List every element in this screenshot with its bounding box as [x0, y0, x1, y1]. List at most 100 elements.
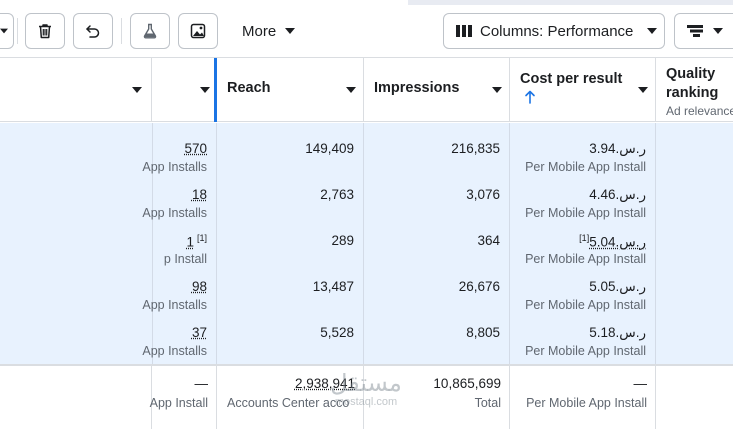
- totals-cost-sub: Per Mobile App Install: [526, 396, 647, 410]
- columns-icon: [456, 24, 472, 38]
- undo-button[interactable]: [73, 13, 113, 49]
- top-strip: [408, 0, 733, 5]
- reach-cell: 149,409: [217, 128, 363, 174]
- impressions-cell: 216,835: [364, 128, 509, 174]
- results-cell: 18 App Installs: [152, 174, 216, 220]
- table-row[interactable]: 37 App Installs 5,528 8,805 ر.س.5.18 Per…: [0, 312, 733, 358]
- cost-cell: ر.س.4.46 Per Mobile App Install: [510, 174, 655, 220]
- reach-value: 13,487: [313, 279, 354, 294]
- chevron-down-icon: [647, 28, 657, 34]
- column-header-cost-label: Cost per result: [520, 71, 622, 87]
- totals-results-cell: — App Install: [152, 366, 217, 429]
- cost-value: ر.س.3.94: [589, 141, 646, 157]
- reach-cell: 5,528: [217, 312, 363, 358]
- reach-value: 289: [331, 233, 354, 248]
- impressions-value: 3,076: [466, 187, 500, 202]
- chevron-down-icon[interactable]: [132, 87, 142, 93]
- toolbar: More Columns: Performance: [0, 0, 733, 58]
- columns-label: Columns: Performance: [480, 23, 633, 40]
- more-label: More: [242, 23, 276, 40]
- cost-value: ر.س.5.18: [589, 325, 646, 341]
- chevron-down-icon[interactable]: [638, 87, 648, 93]
- undo-icon: [84, 22, 102, 40]
- watermark: مستقل mostaql.com: [316, 370, 416, 408]
- results-value[interactable]: 1: [186, 235, 194, 250]
- cost-value-wrap: ر.س.5.04[1]: [576, 233, 646, 251]
- results-sub: App Installs: [142, 344, 207, 358]
- media-button[interactable]: [178, 13, 218, 49]
- results-value-wrap: 1 [1]: [186, 233, 207, 250]
- results-value[interactable]: 98: [192, 279, 207, 294]
- reach-value: 149,409: [305, 141, 354, 156]
- impressions-cell: 364: [364, 220, 509, 266]
- chevron-down-icon: [0, 29, 8, 34]
- quality-label-line1: Quality: [666, 66, 715, 82]
- test-button[interactable]: [130, 13, 170, 49]
- chevron-down-icon: [285, 28, 295, 34]
- toolbar-divider: [121, 18, 122, 44]
- reach-value: 5,528: [320, 325, 354, 340]
- results-value[interactable]: 570: [184, 141, 207, 156]
- test-flask-icon: [141, 22, 159, 40]
- column-header-results[interactable]: [152, 58, 216, 122]
- cost-value[interactable]: ر.س.5.04: [589, 235, 646, 250]
- table-row[interactable]: 1 [1] p Install 289 364 ر.س.5.04[1] Per M…: [0, 220, 733, 266]
- totals-quality-cell: [656, 366, 733, 429]
- totals-impressions-value: 10,865,699: [433, 376, 501, 391]
- breakdown-icon: [687, 24, 703, 38]
- table-body: 570 App Installs 149,409 216,835 ر.س.3.9…: [0, 123, 733, 364]
- watermark-arabic: مستقل: [316, 370, 416, 396]
- results-cell: 1 [1] p Install: [152, 220, 216, 266]
- quality-label-line2: ranking: [666, 85, 718, 101]
- chevron-down-icon[interactable]: [346, 87, 356, 93]
- more-menu-button[interactable]: More: [236, 13, 306, 49]
- cost-cell: ر.س.5.18 Per Mobile App Install: [510, 312, 655, 358]
- column-header-quality-label: Quality ranking: [666, 65, 718, 103]
- totals-cost-value: —: [634, 376, 648, 391]
- cost-sub: Per Mobile App Install: [525, 160, 646, 174]
- table-row[interactable]: 98 App Installs 13,487 26,676 ر.س.5.05 P…: [0, 266, 733, 312]
- table-row[interactable]: 570 App Installs 149,409 216,835 ر.س.3.9…: [0, 128, 733, 174]
- watermark-latin: mostaql.com: [316, 396, 416, 408]
- totals-cost-cell: — Per Mobile App Install: [510, 366, 656, 429]
- breakdown-dropdown[interactable]: [674, 13, 733, 49]
- footnote-marker[interactable]: [1]: [579, 233, 589, 243]
- totals-impressions-sub: Total: [475, 396, 501, 410]
- impressions-value: 26,676: [459, 279, 500, 294]
- toolbar-divider: [17, 18, 18, 44]
- quality-sub-label: Ad relevance: [666, 104, 733, 118]
- results-sub: p Install: [164, 252, 207, 266]
- column-header-reach-label: Reach: [227, 80, 271, 96]
- column-header-reach[interactable]: Reach: [217, 58, 364, 122]
- delete-button[interactable]: [25, 13, 65, 49]
- footnote-marker[interactable]: [1]: [197, 233, 207, 243]
- totals-name-cell: [0, 366, 152, 429]
- column-header-impressions[interactable]: Impressions: [364, 58, 510, 122]
- results-value[interactable]: 18: [192, 187, 207, 202]
- chevron-down-icon[interactable]: [200, 87, 210, 93]
- chevron-down-icon[interactable]: [492, 87, 502, 93]
- cost-value: ر.س.4.46: [589, 187, 646, 203]
- impressions-cell: 3,076: [364, 174, 509, 220]
- cost-cell: ر.س.5.05 Per Mobile App Install: [510, 266, 655, 312]
- column-header-impressions-label: Impressions: [374, 80, 459, 96]
- media-icon: [189, 22, 207, 40]
- table-header: Reach Impressions Cost per result Qualit…: [0, 58, 733, 122]
- table-row[interactable]: 18 App Installs 2,763 3,076 ر.س.4.46 Per…: [0, 174, 733, 220]
- reach-value: 2,763: [320, 187, 354, 202]
- sort-ascending-icon[interactable]: [524, 90, 536, 104]
- results-cell: 98 App Installs: [152, 266, 216, 312]
- column-header-cost-per-result[interactable]: Cost per result: [510, 58, 656, 122]
- results-sub: App Installs: [142, 160, 207, 174]
- column-header-quality-ranking[interactable]: Quality ranking Ad relevance: [656, 58, 733, 122]
- column-header-name[interactable]: [0, 58, 152, 122]
- dropdown-button-partial[interactable]: [0, 13, 14, 49]
- cost-sub: Per Mobile App Install: [525, 206, 646, 220]
- impressions-cell: 8,805: [364, 312, 509, 358]
- results-value[interactable]: 37: [192, 325, 207, 340]
- reach-cell: 13,487: [217, 266, 363, 312]
- impressions-value: 364: [477, 233, 500, 248]
- totals-results-value: —: [195, 376, 209, 391]
- columns-dropdown[interactable]: Columns: Performance: [443, 13, 665, 49]
- impressions-value: 216,835: [451, 141, 500, 156]
